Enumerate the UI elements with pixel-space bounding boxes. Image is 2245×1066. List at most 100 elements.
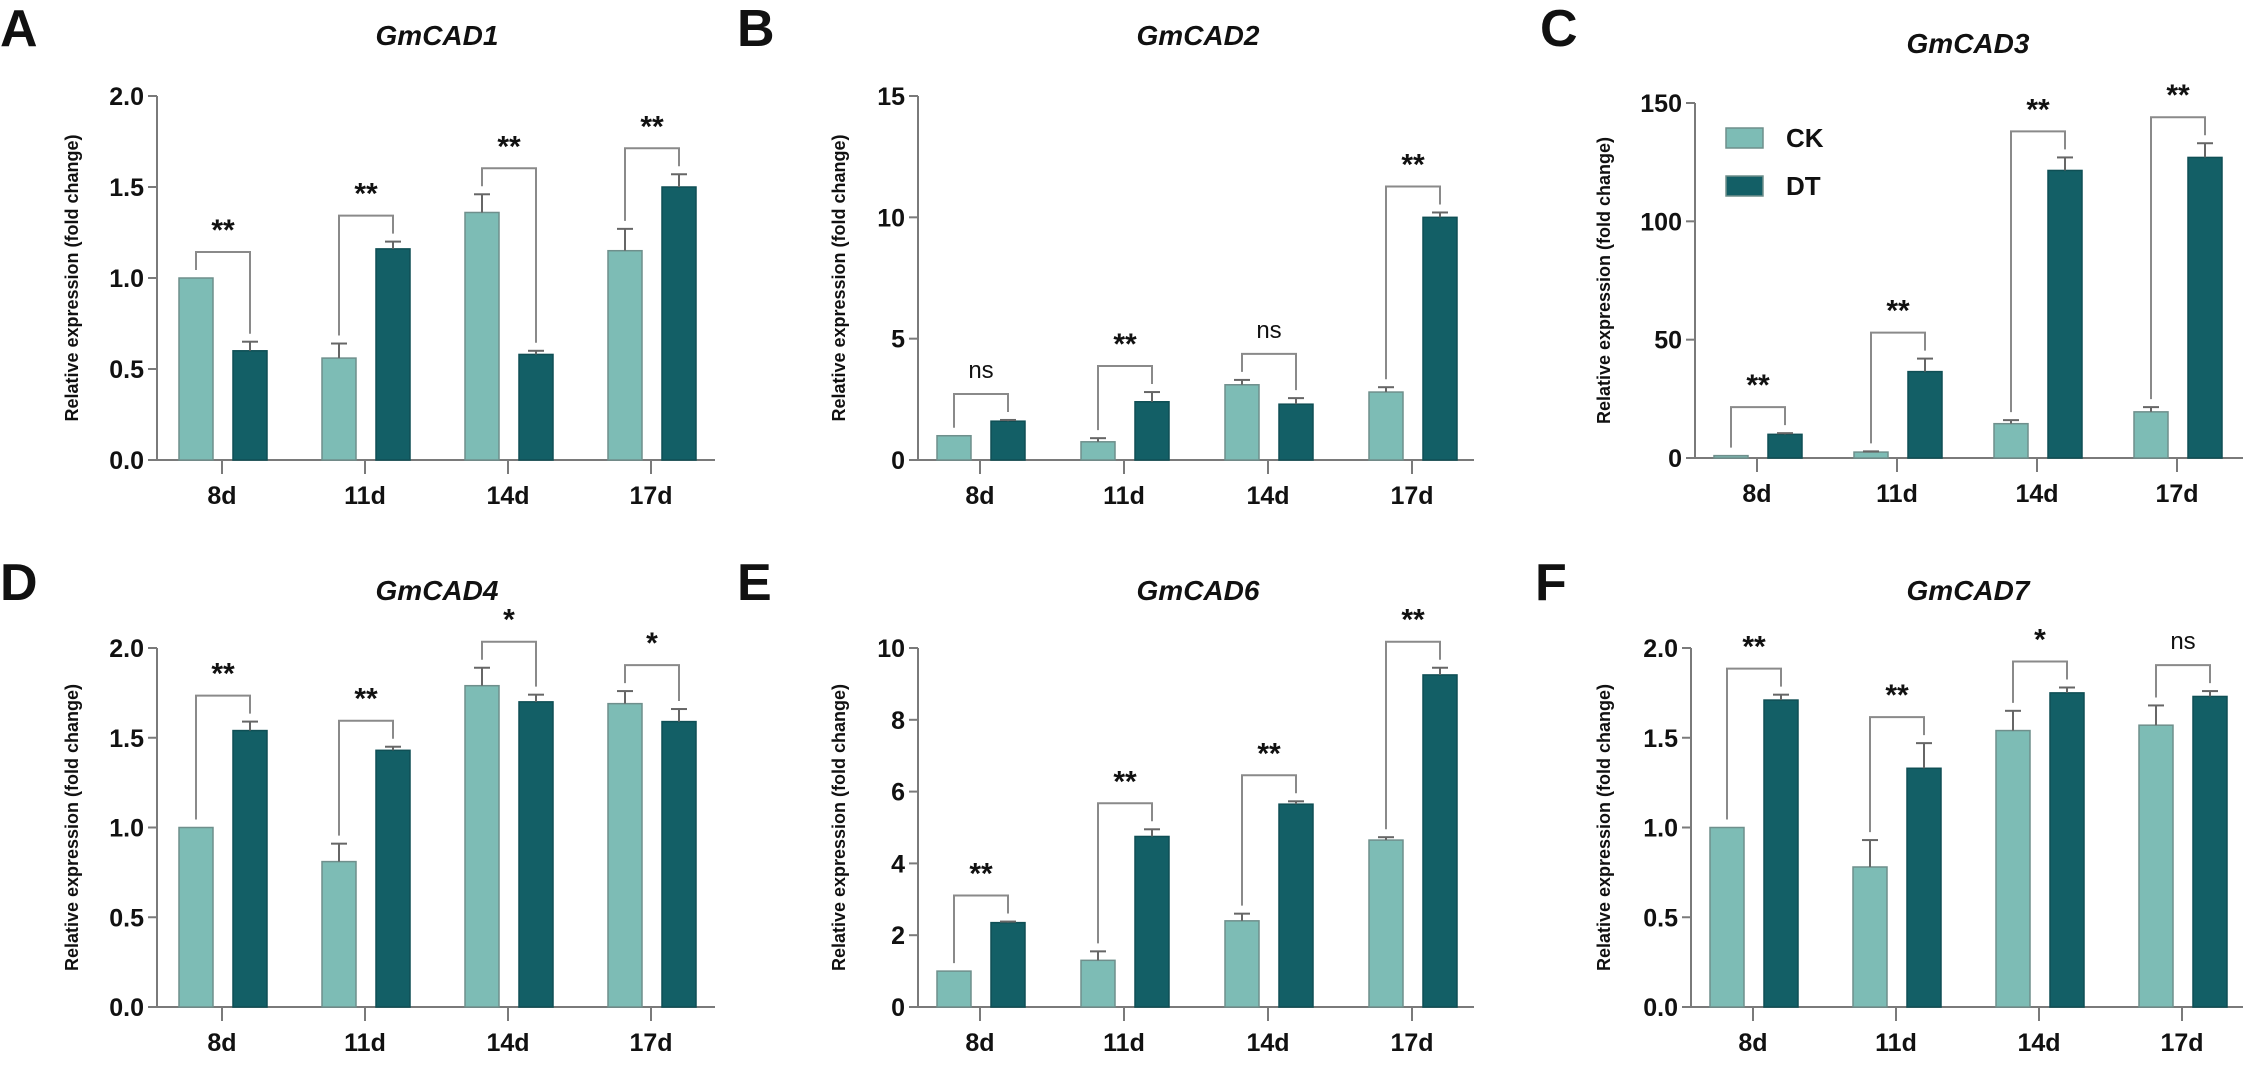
y-axis-label: Relative expression (fold change) bbox=[62, 684, 82, 971]
y-tick-label: 10 bbox=[877, 635, 905, 663]
y-tick-label: 1.5 bbox=[1643, 725, 1678, 753]
bar-dt bbox=[2047, 169, 2083, 459]
bar-ck bbox=[1224, 920, 1260, 1008]
bar-dt bbox=[990, 420, 1026, 461]
bar-dt bbox=[2192, 695, 2228, 1008]
significance-bracket bbox=[1730, 406, 1786, 448]
bar-ck bbox=[464, 684, 500, 1008]
bar-ck bbox=[1080, 959, 1116, 1008]
significance-bracket bbox=[195, 251, 251, 334]
bar-dt bbox=[232, 729, 268, 1008]
bar-dt bbox=[2049, 692, 2085, 1008]
y-tick-label: 4 bbox=[891, 850, 905, 878]
bar-dt bbox=[518, 701, 554, 1008]
y-tick-label: 0.0 bbox=[109, 994, 144, 1022]
significance-bracket bbox=[2010, 130, 2066, 413]
x-tick-label: 14d bbox=[486, 482, 529, 510]
significance-label: ** bbox=[1401, 148, 1425, 181]
significance-label: * bbox=[503, 604, 515, 637]
x-tick-label: 11d bbox=[1876, 480, 1918, 508]
significance-bracket bbox=[1241, 774, 1297, 906]
panel-letter: F bbox=[1535, 554, 1567, 612]
x-tick-label: 8d bbox=[207, 1029, 236, 1057]
bar-ck bbox=[936, 970, 972, 1008]
bar-ck bbox=[1852, 866, 1888, 1008]
y-tick-label: 5 bbox=[891, 326, 905, 354]
significance-bracket bbox=[1869, 716, 1925, 833]
bar-ck bbox=[464, 211, 500, 461]
bar-ck bbox=[2133, 411, 2169, 459]
significance-bracket bbox=[195, 694, 251, 820]
y-axis-label: Relative expression (fold change) bbox=[1594, 684, 1614, 971]
y-tick-label: 0.0 bbox=[109, 447, 144, 475]
significance-bracket bbox=[338, 214, 394, 336]
significance-label: ** bbox=[354, 178, 378, 211]
panel-A: A GmCAD1 Relative expression (fold change)… bbox=[0, 0, 715, 510]
panel-letter: B bbox=[737, 0, 775, 58]
bar-dt bbox=[990, 921, 1026, 1008]
x-tick-label: 11d bbox=[344, 482, 386, 510]
y-tick-label: 0.5 bbox=[1643, 904, 1678, 932]
x-tick-label: 11d bbox=[1103, 482, 1145, 510]
y-tick-label: 100 bbox=[1640, 208, 1682, 236]
y-tick-label: 2 bbox=[891, 922, 905, 950]
significance-bracket bbox=[953, 894, 1009, 964]
x-tick-label: 14d bbox=[2017, 1029, 2060, 1057]
bar-ck bbox=[1709, 826, 1745, 1008]
significance-label: ** bbox=[1742, 631, 1766, 664]
significance-label: ns bbox=[2170, 628, 2195, 655]
x-tick-label: 17d bbox=[2155, 480, 2198, 508]
y-axis-label: Relative expression (fold change) bbox=[62, 134, 82, 421]
chart-title: GmCAD7 bbox=[1907, 575, 2031, 606]
significance-bracket bbox=[1097, 802, 1153, 944]
significance-label: ** bbox=[969, 858, 993, 891]
bar-ck bbox=[1853, 451, 1889, 459]
significance-label: ** bbox=[640, 110, 664, 143]
significance-label: ** bbox=[1113, 765, 1137, 798]
x-tick-label: 14d bbox=[1246, 482, 1289, 510]
y-tick-label: 50 bbox=[1654, 327, 1682, 355]
significance-label: ** bbox=[2166, 79, 2190, 112]
panel-C: C GmCAD3 Relative expression (fold change)… bbox=[1540, 0, 2243, 508]
panel-D: D GmCAD4 Relative expression (fold change)… bbox=[0, 554, 715, 1057]
bar-dt bbox=[661, 186, 697, 461]
x-tick-label: 8d bbox=[965, 482, 994, 510]
bar-ck bbox=[1993, 422, 2029, 459]
bar-dt bbox=[1763, 699, 1799, 1008]
significance-bracket bbox=[338, 719, 394, 836]
y-tick-label: 1.5 bbox=[109, 174, 144, 202]
y-tick-label: 15 bbox=[877, 83, 905, 111]
x-tick-label: 17d bbox=[629, 482, 672, 510]
chart-title: GmCAD2 bbox=[1137, 20, 1260, 51]
bar-dt bbox=[375, 749, 411, 1008]
significance-bracket bbox=[624, 664, 680, 702]
significance-label: ** bbox=[1746, 369, 1770, 402]
panel-F: F GmCAD7 Relative expression (fold change)… bbox=[1535, 554, 2243, 1057]
x-tick-label: 8d bbox=[1742, 480, 1771, 508]
bar-ck bbox=[607, 249, 643, 461]
y-tick-label: 0 bbox=[891, 447, 905, 475]
x-tick-label: 17d bbox=[1390, 1029, 1433, 1057]
significance-label: ** bbox=[211, 214, 235, 247]
significance-bracket bbox=[2012, 660, 2068, 703]
chart-title: GmCAD3 bbox=[1907, 28, 2030, 59]
y-tick-label: 1.0 bbox=[109, 815, 144, 843]
y-tick-label: 1.5 bbox=[109, 725, 144, 753]
legend-label: CK bbox=[1786, 123, 1824, 153]
bar-dt bbox=[1422, 216, 1458, 461]
y-axis-label: Relative expression (fold change) bbox=[829, 134, 849, 421]
x-tick-label: 11d bbox=[1875, 1029, 1917, 1057]
x-tick-label: 8d bbox=[207, 482, 236, 510]
y-tick-label: 1.0 bbox=[109, 265, 144, 293]
bar-ck bbox=[1368, 839, 1404, 1008]
bar-ck bbox=[1713, 454, 1749, 459]
legend-label: DT bbox=[1786, 171, 1821, 201]
y-axis-label: Relative expression (fold change) bbox=[829, 684, 849, 971]
y-tick-label: 0.0 bbox=[1643, 994, 1678, 1022]
significance-bracket bbox=[1870, 331, 1926, 444]
bar-dt bbox=[1767, 433, 1803, 459]
bar-dt bbox=[518, 353, 554, 461]
significance-bracket bbox=[1385, 640, 1441, 830]
panel-letter: A bbox=[0, 0, 38, 58]
